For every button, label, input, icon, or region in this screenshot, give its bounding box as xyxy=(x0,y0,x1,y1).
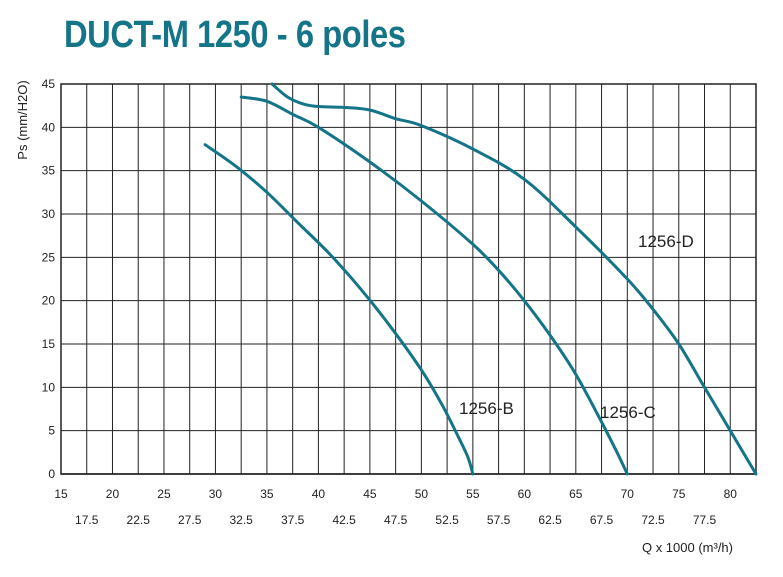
y-tick-label: 30 xyxy=(42,207,56,221)
x-tick-label: 75 xyxy=(672,487,686,501)
x-tick-label: 30 xyxy=(209,487,223,501)
curve-1256-b xyxy=(203,143,475,476)
x-tick-label-minor: 47.5 xyxy=(384,513,408,527)
y-tick-label: 20 xyxy=(42,294,56,308)
curve-label-1256-b: 1256-B xyxy=(459,399,514,418)
x-tick-label-minor: 22.5 xyxy=(127,513,151,527)
x-tick-label-minor: 37.5 xyxy=(281,513,305,527)
x-tick-label-minor: 77.5 xyxy=(693,513,717,527)
x-tick-label: 20 xyxy=(106,487,120,501)
plot-frame xyxy=(60,83,757,475)
x-tick-label: 55 xyxy=(466,487,480,501)
x-tick-label-minor: 67.5 xyxy=(590,513,614,527)
x-tick-label-minor: 27.5 xyxy=(178,513,202,527)
x-tick-label-minor: 32.5 xyxy=(230,513,254,527)
y-tick-label: 0 xyxy=(48,467,55,481)
chart-curves xyxy=(203,82,758,476)
x-tick-label: 45 xyxy=(363,487,377,501)
x-tick-label: 35 xyxy=(260,487,274,501)
y-tick-label: 25 xyxy=(42,250,56,264)
x-tick-label-minor: 57.5 xyxy=(487,513,511,527)
x-tick-label-minor: 17.5 xyxy=(75,513,99,527)
x-tick-label-minor: 62.5 xyxy=(538,513,562,527)
y-tick-label: 35 xyxy=(42,164,56,178)
x-tick-label: 70 xyxy=(621,487,635,501)
curve-label-1256-d: 1256-D xyxy=(638,232,694,251)
x-tick-label-minor: 72.5 xyxy=(641,513,665,527)
x-tick-label: 65 xyxy=(569,487,583,501)
curve-1256-d xyxy=(270,82,758,476)
x-tick-label: 40 xyxy=(312,487,326,501)
chart-title: DUCT-M 1250 - 6 poles xyxy=(64,14,406,56)
chart-ticks: 0 5 10 15 20 25 30 35 40 45 15 20 25 30 35 40 45 50 55 60 65… xyxy=(42,77,738,527)
x-tick-label-minor: 52.5 xyxy=(435,513,459,527)
y-tick-label: 10 xyxy=(42,380,56,394)
curve-label-1256-c: 1256-C xyxy=(600,403,656,422)
x-tick-label: 15 xyxy=(54,487,68,501)
y-tick-label: 45 xyxy=(42,77,56,91)
y-axis-label: Ps (mm/H2O) xyxy=(15,80,30,159)
x-tick-label: 80 xyxy=(724,487,738,501)
y-tick-label: 15 xyxy=(42,337,56,351)
y-tick-label: 5 xyxy=(48,424,55,438)
curve-1256-c xyxy=(239,95,629,476)
x-tick-label: 25 xyxy=(157,487,171,501)
y-tick-label: 40 xyxy=(42,120,56,134)
x-axis-label: Q x 1000 (m³/h) xyxy=(642,540,733,555)
x-tick-label: 60 xyxy=(518,487,532,501)
x-tick-label: 50 xyxy=(415,487,429,501)
x-tick-label-minor: 42.5 xyxy=(332,513,356,527)
